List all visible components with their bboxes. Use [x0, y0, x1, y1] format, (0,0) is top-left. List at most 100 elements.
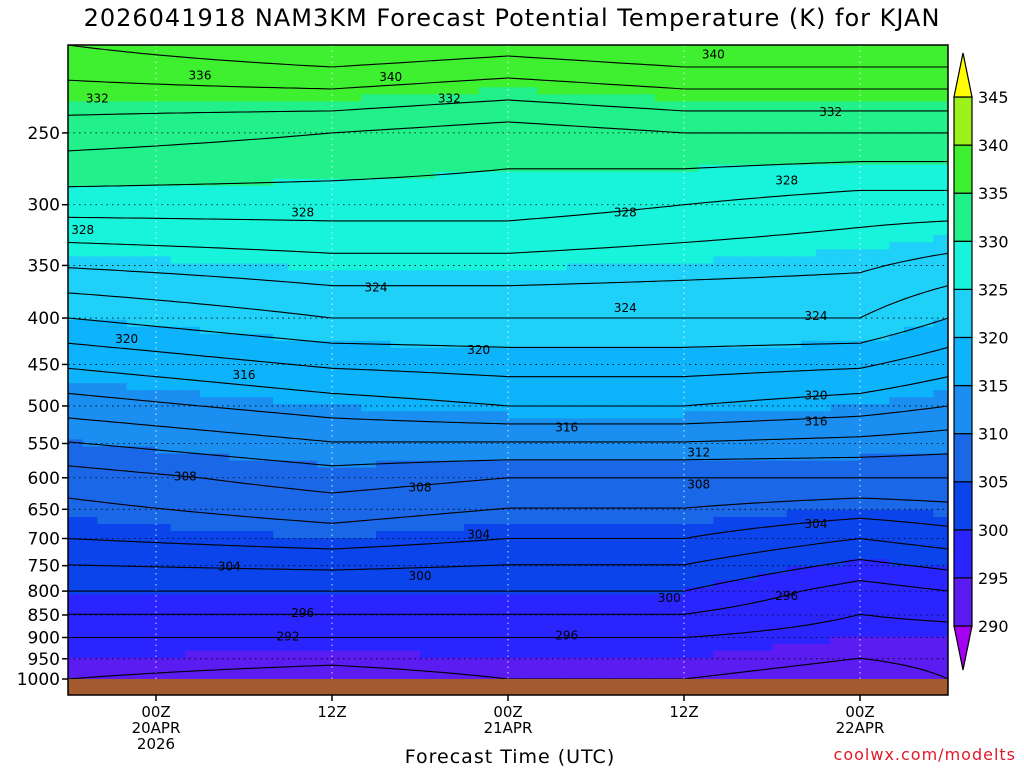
field-cell	[640, 671, 656, 680]
field-cell	[141, 298, 157, 307]
field-cell	[669, 115, 685, 124]
field-cell	[537, 566, 553, 574]
field-cell	[420, 467, 436, 476]
field-cell	[200, 559, 216, 567]
field-cell	[860, 59, 876, 67]
field-cell	[376, 460, 392, 469]
field-cell	[126, 122, 142, 131]
field-cell	[200, 256, 216, 264]
field-cell	[537, 249, 553, 257]
field-cell	[669, 411, 685, 419]
field-cell	[346, 538, 362, 546]
field-cell	[522, 59, 538, 67]
field-cell	[273, 52, 289, 60]
field-cell	[302, 326, 318, 335]
field-cell	[596, 580, 612, 589]
field-cell	[464, 178, 480, 187]
field-cell	[97, 52, 113, 60]
field-cell	[640, 101, 656, 109]
field-cell	[845, 439, 861, 448]
field-cell	[376, 178, 392, 187]
field-cell	[288, 270, 304, 279]
field-cell	[141, 425, 157, 434]
field-cell	[537, 122, 553, 131]
field-cell	[112, 221, 128, 229]
field-cell	[610, 460, 626, 469]
field-cell	[669, 362, 685, 370]
field-cell	[728, 502, 744, 511]
field-cell	[390, 284, 406, 293]
field-cell	[258, 376, 274, 384]
field-cell	[874, 94, 890, 102]
field-cell	[684, 671, 700, 680]
field-cell	[757, 615, 773, 624]
field-cell	[522, 185, 538, 194]
field-cell	[654, 87, 670, 95]
field-cell	[698, 115, 714, 124]
field-cell	[229, 657, 245, 666]
field-cell	[640, 524, 656, 532]
field-cell	[640, 608, 656, 617]
field-cell	[68, 545, 84, 553]
field-cell	[566, 178, 582, 187]
field-cell	[82, 446, 98, 455]
field-cell	[244, 580, 260, 589]
field-cell	[566, 474, 582, 483]
field-cell	[640, 390, 656, 398]
field-cell	[82, 319, 98, 328]
field-cell	[801, 256, 817, 264]
field-cell	[786, 73, 802, 81]
field-cell	[552, 439, 568, 448]
field-cell	[302, 164, 318, 173]
field-cell	[640, 122, 656, 131]
field-cell	[522, 80, 538, 88]
field-cell	[97, 354, 113, 363]
field-cell	[625, 488, 641, 497]
field-cell	[654, 221, 670, 229]
field-cell	[141, 390, 157, 398]
field-cell	[288, 115, 304, 124]
field-cell	[860, 622, 876, 631]
field-cell	[860, 552, 876, 560]
field-cell	[566, 629, 582, 638]
field-cell	[493, 242, 509, 250]
field-cell	[478, 559, 494, 567]
field-cell	[390, 87, 406, 95]
field-cell	[288, 524, 304, 532]
field-cell	[757, 277, 773, 286]
field-cell	[801, 425, 817, 434]
field-cell	[537, 354, 553, 363]
field-cell	[156, 270, 172, 279]
field-cell	[669, 488, 685, 497]
field-cell	[537, 333, 553, 342]
field-cell	[522, 136, 538, 145]
field-cell	[390, 150, 406, 159]
field-cell	[801, 538, 817, 546]
field-cell	[728, 559, 744, 567]
field-cell	[376, 397, 392, 405]
field-cell	[596, 516, 612, 525]
field-cell	[478, 66, 494, 74]
field-cell	[273, 552, 289, 560]
field-cell	[713, 566, 729, 574]
field-cell	[669, 157, 685, 166]
field-cell	[288, 340, 304, 349]
field-cell	[97, 143, 113, 152]
field-cell	[874, 199, 890, 208]
field-cell	[508, 185, 524, 194]
field-cell	[816, 629, 832, 638]
field-cell	[728, 369, 744, 377]
field-cell	[581, 228, 597, 236]
field-cell	[830, 467, 846, 476]
field-cell	[361, 502, 377, 511]
field-cell	[390, 432, 406, 441]
field-cell	[244, 101, 260, 109]
field-cell	[390, 270, 406, 279]
field-cell	[200, 383, 216, 391]
field-cell	[654, 291, 670, 300]
field-cell	[200, 524, 216, 532]
field-cell	[816, 298, 832, 307]
field-cell	[244, 411, 260, 419]
field-cell	[229, 474, 245, 483]
